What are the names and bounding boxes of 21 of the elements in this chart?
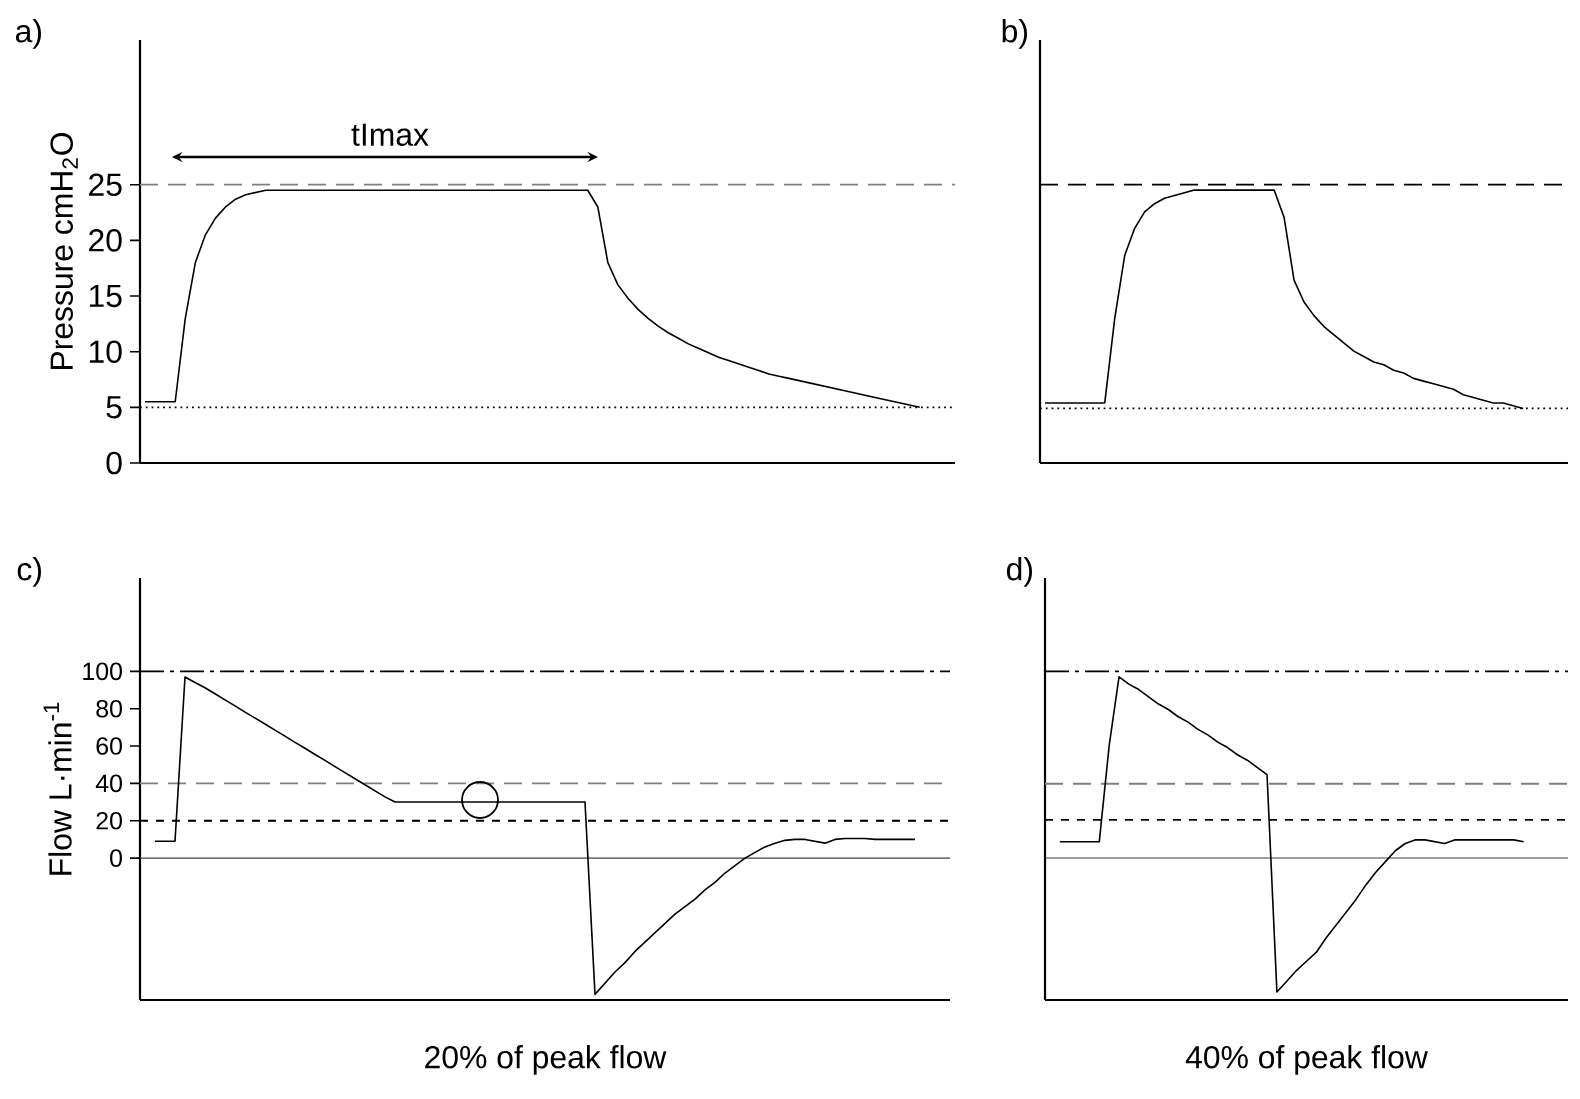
chart-title: a) [15, 19, 41, 49]
y-tick-label: 20 [96, 811, 122, 830]
y-axis-title: Pressure cmH$_{2}$O [50, 132, 78, 369]
y-axis-title: Flow L·min$^{-1}$ [43, 702, 72, 875]
y-tick-label: 20 [89, 229, 122, 252]
y-tick-label: 0 [110, 849, 122, 867]
y-tick-label: 100 [83, 662, 122, 681]
x-axis-title: 40% of peak flow [1185, 1045, 1428, 1075]
chart-title: b) [1002, 19, 1027, 49]
y-tick-label: 60 [96, 737, 122, 755]
chart-title: c) [17, 557, 41, 587]
chart-title: d) [1006, 557, 1032, 587]
y-tick-label: 10 [89, 340, 122, 363]
y-tick-label: 25 [89, 173, 122, 196]
x-axis-title: 20% of peak flow [425, 1045, 667, 1075]
y-tick-label: 40 [95, 774, 122, 793]
y-tick-label: 15 [89, 284, 122, 308]
y-tick-label: 0 [106, 451, 122, 475]
y-tick-label: 5 [106, 396, 122, 419]
annotation: tImax [351, 123, 429, 146]
y-tick-label: 80 [96, 699, 122, 718]
